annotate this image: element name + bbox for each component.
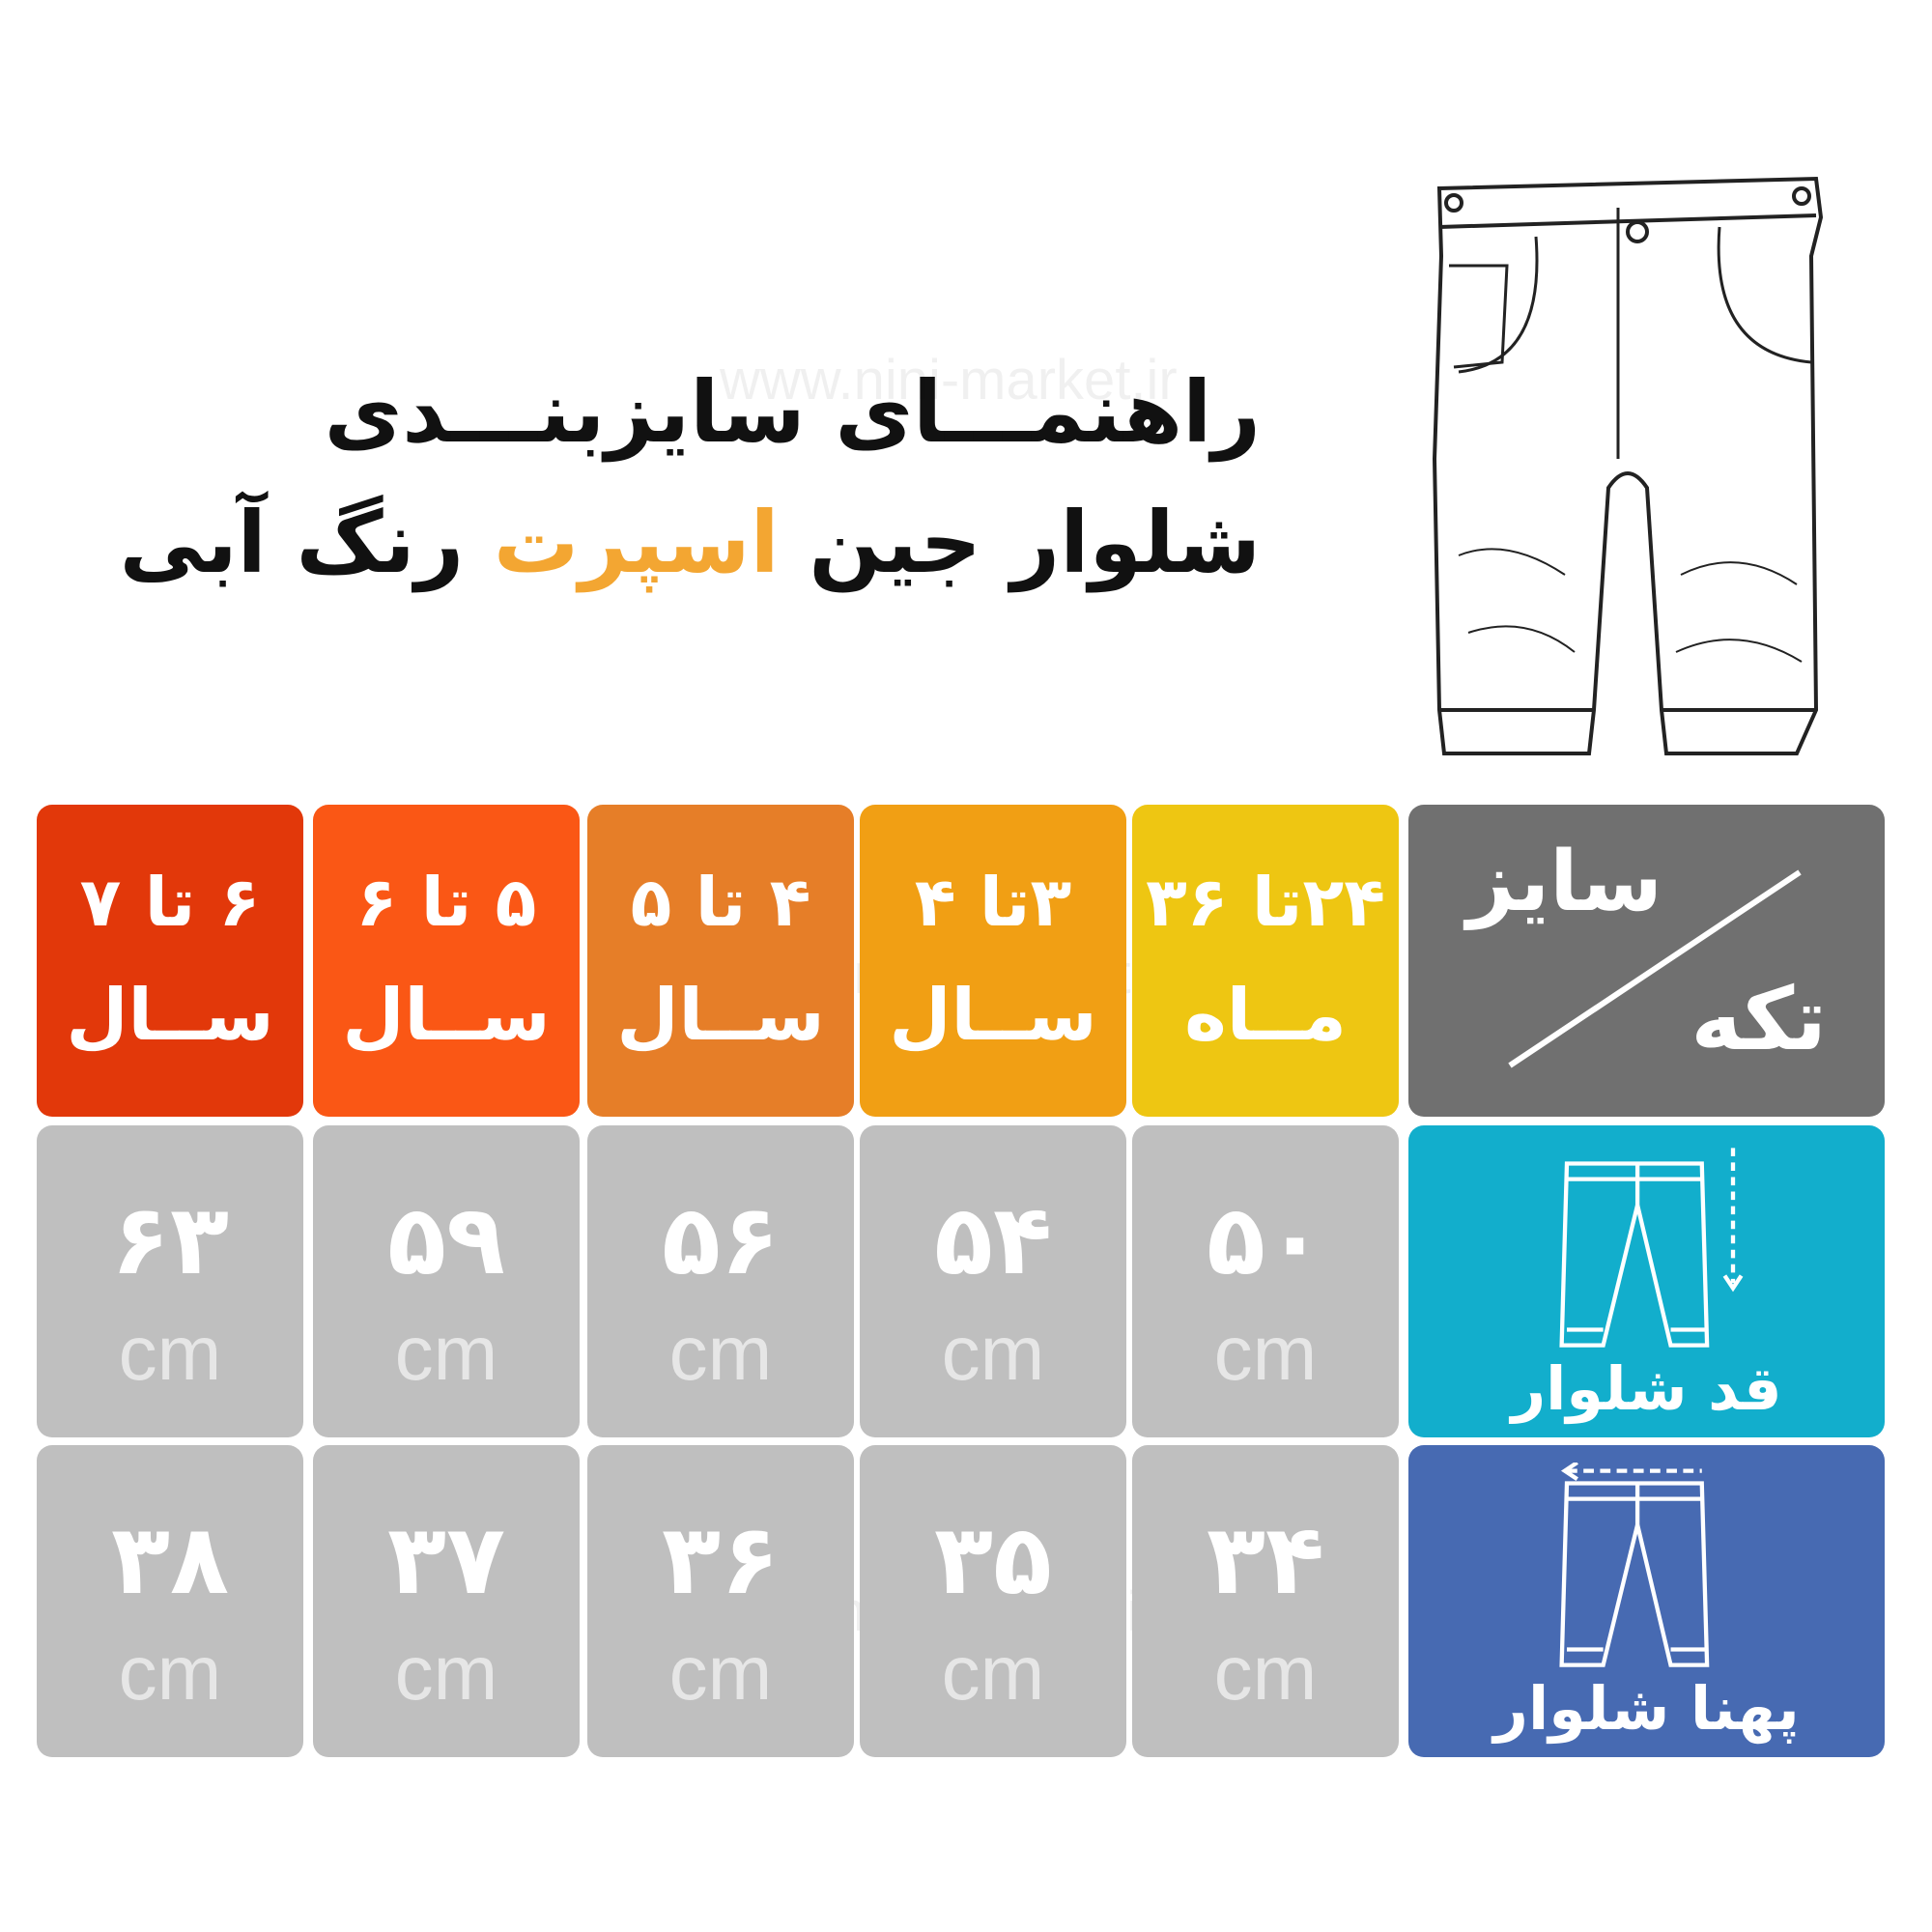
measurement-value: ۳۸ (110, 1503, 230, 1616)
measurement-value: ۳۴ (1206, 1503, 1325, 1616)
size-unit: مــاه (1184, 974, 1347, 1057)
size-header: ۲۴تا ۳۶ مــاه (1132, 805, 1399, 1117)
corner-header: سایز تکه (1408, 805, 1885, 1117)
measurement-cell: ۵۹ cm (313, 1125, 580, 1437)
pants-width-icon (1559, 1463, 1710, 1667)
measurement-unit: cm (118, 1630, 222, 1716)
measurement-cell: ۵۰ cm (1132, 1125, 1399, 1437)
size-header: ۳تا ۴ ســال (860, 805, 1126, 1117)
measurement-cell: ۳۴ cm (1132, 1445, 1399, 1757)
measurement-unit: cm (668, 1630, 773, 1716)
size-unit: ســال (889, 974, 1097, 1057)
measurement-value: ۳۵ (933, 1503, 1053, 1616)
corner-size-label: سایز (1466, 834, 1662, 930)
size-header: ۶ تا ۷ ســال (37, 805, 303, 1117)
measurement-unit: cm (394, 1310, 498, 1396)
measurement-unit: cm (941, 1310, 1045, 1396)
title-product: شلوار جین (809, 493, 1261, 592)
size-range: ۳تا ۴ (914, 863, 1072, 942)
measurement-cell: ۵۴ cm (860, 1125, 1126, 1437)
measurement-cell: ۳۸ cm (37, 1445, 303, 1757)
measurement-unit: cm (668, 1310, 773, 1396)
measurement-unit: cm (1213, 1630, 1318, 1716)
size-unit: ســال (616, 974, 825, 1057)
measurement-value: ۶۳ (110, 1183, 230, 1296)
watermark: www.nini-market.ir (720, 349, 1178, 412)
measurement-unit: cm (941, 1630, 1045, 1716)
measurement-cell: ۵۶ cm (587, 1125, 854, 1437)
pants-length-icon (1559, 1148, 1744, 1348)
corner-piece-label: تکه (1690, 969, 1827, 1070)
measurement-cell: ۶۳ cm (37, 1125, 303, 1437)
title-line-1: راهنمـــای سایزبنـــدی (324, 362, 1261, 462)
size-unit: ســال (342, 974, 551, 1057)
measurement-value: ۵۰ (1206, 1183, 1325, 1296)
row-label: پهنا شلوار (1408, 1445, 1885, 1757)
size-header: ۵ تا ۶ ســال (313, 805, 580, 1117)
title-color: رنگ آبی (119, 493, 465, 592)
measurement-value: ۵۹ (386, 1183, 506, 1296)
size-range: ۴ تا ۵ (630, 863, 811, 942)
measurement-unit: cm (394, 1630, 498, 1716)
row-label: قد شلوار (1408, 1125, 1885, 1437)
size-range: ۲۴تا ۳۶ (1146, 863, 1385, 942)
size-header: ۴ تا ۵ ســال (587, 805, 854, 1117)
title-line-2: شلوار جین اسپرت رنگ آبی (120, 493, 1261, 592)
diagonal-divider (1508, 869, 1802, 1068)
size-range: ۶ تا ۷ (79, 863, 261, 942)
row-label-text: پهنا شلوار (1493, 1673, 1800, 1744)
row-label-text: قد شلوار (1511, 1353, 1782, 1424)
measurement-cell: ۳۶ cm (587, 1445, 854, 1757)
measurement-value: ۵۶ (661, 1183, 781, 1296)
measurement-cell: ۳۷ cm (313, 1445, 580, 1757)
measurement-value: ۳۶ (661, 1503, 781, 1616)
title-accent: اسپرت (493, 493, 780, 592)
measurement-unit: cm (118, 1310, 222, 1396)
jeans-illustration (1432, 176, 1824, 755)
measurement-value: ۵۴ (933, 1183, 1053, 1296)
size-unit: ســال (66, 974, 274, 1057)
measurement-cell: ۳۵ cm (860, 1445, 1126, 1757)
size-range: ۵ تا ۶ (355, 863, 537, 942)
measurement-value: ۳۷ (386, 1503, 506, 1616)
measurement-unit: cm (1213, 1310, 1318, 1396)
